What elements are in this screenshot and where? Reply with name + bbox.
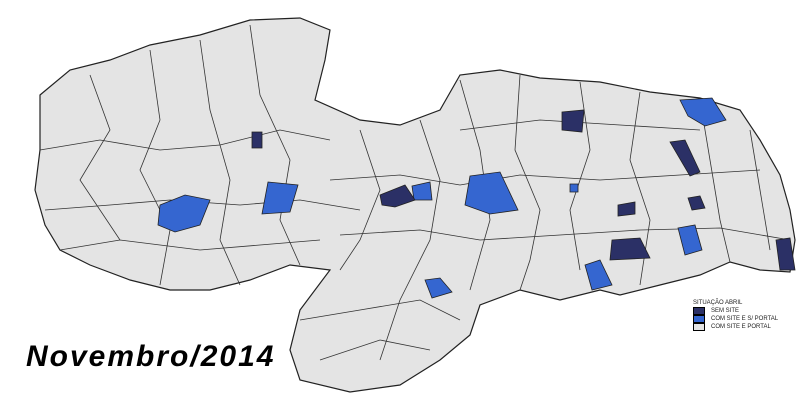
municipalities-sem-site bbox=[251, 109, 796, 271]
legend-label: SEM SITE bbox=[711, 308, 740, 314]
state-outline bbox=[34, 17, 796, 393]
legend-item-com-site-sem-portal: COM SITE E S/ PORTAL bbox=[693, 315, 778, 323]
legend: SITUAÇÃO ABRIL SEM SITE COM SITE E S/ PO… bbox=[693, 299, 778, 331]
legend-heading: SITUAÇÃO ABRIL bbox=[693, 300, 743, 306]
municipalities-com-site-sem-portal bbox=[157, 97, 727, 299]
legend-label: COM SITE E S/ PORTAL bbox=[711, 316, 779, 322]
legend-swatch bbox=[693, 323, 705, 331]
legend-item-com-site-e-portal: COM SITE E PORTAL bbox=[693, 323, 778, 331]
legend-label: COM SITE E PORTAL bbox=[711, 324, 771, 330]
map-title: Novembro/2014 bbox=[26, 340, 276, 373]
legend-swatch bbox=[693, 307, 705, 315]
legend-item-sem-site: SEM SITE bbox=[693, 307, 778, 315]
legend-swatch bbox=[693, 315, 705, 323]
municipality-borders bbox=[39, 24, 791, 361]
